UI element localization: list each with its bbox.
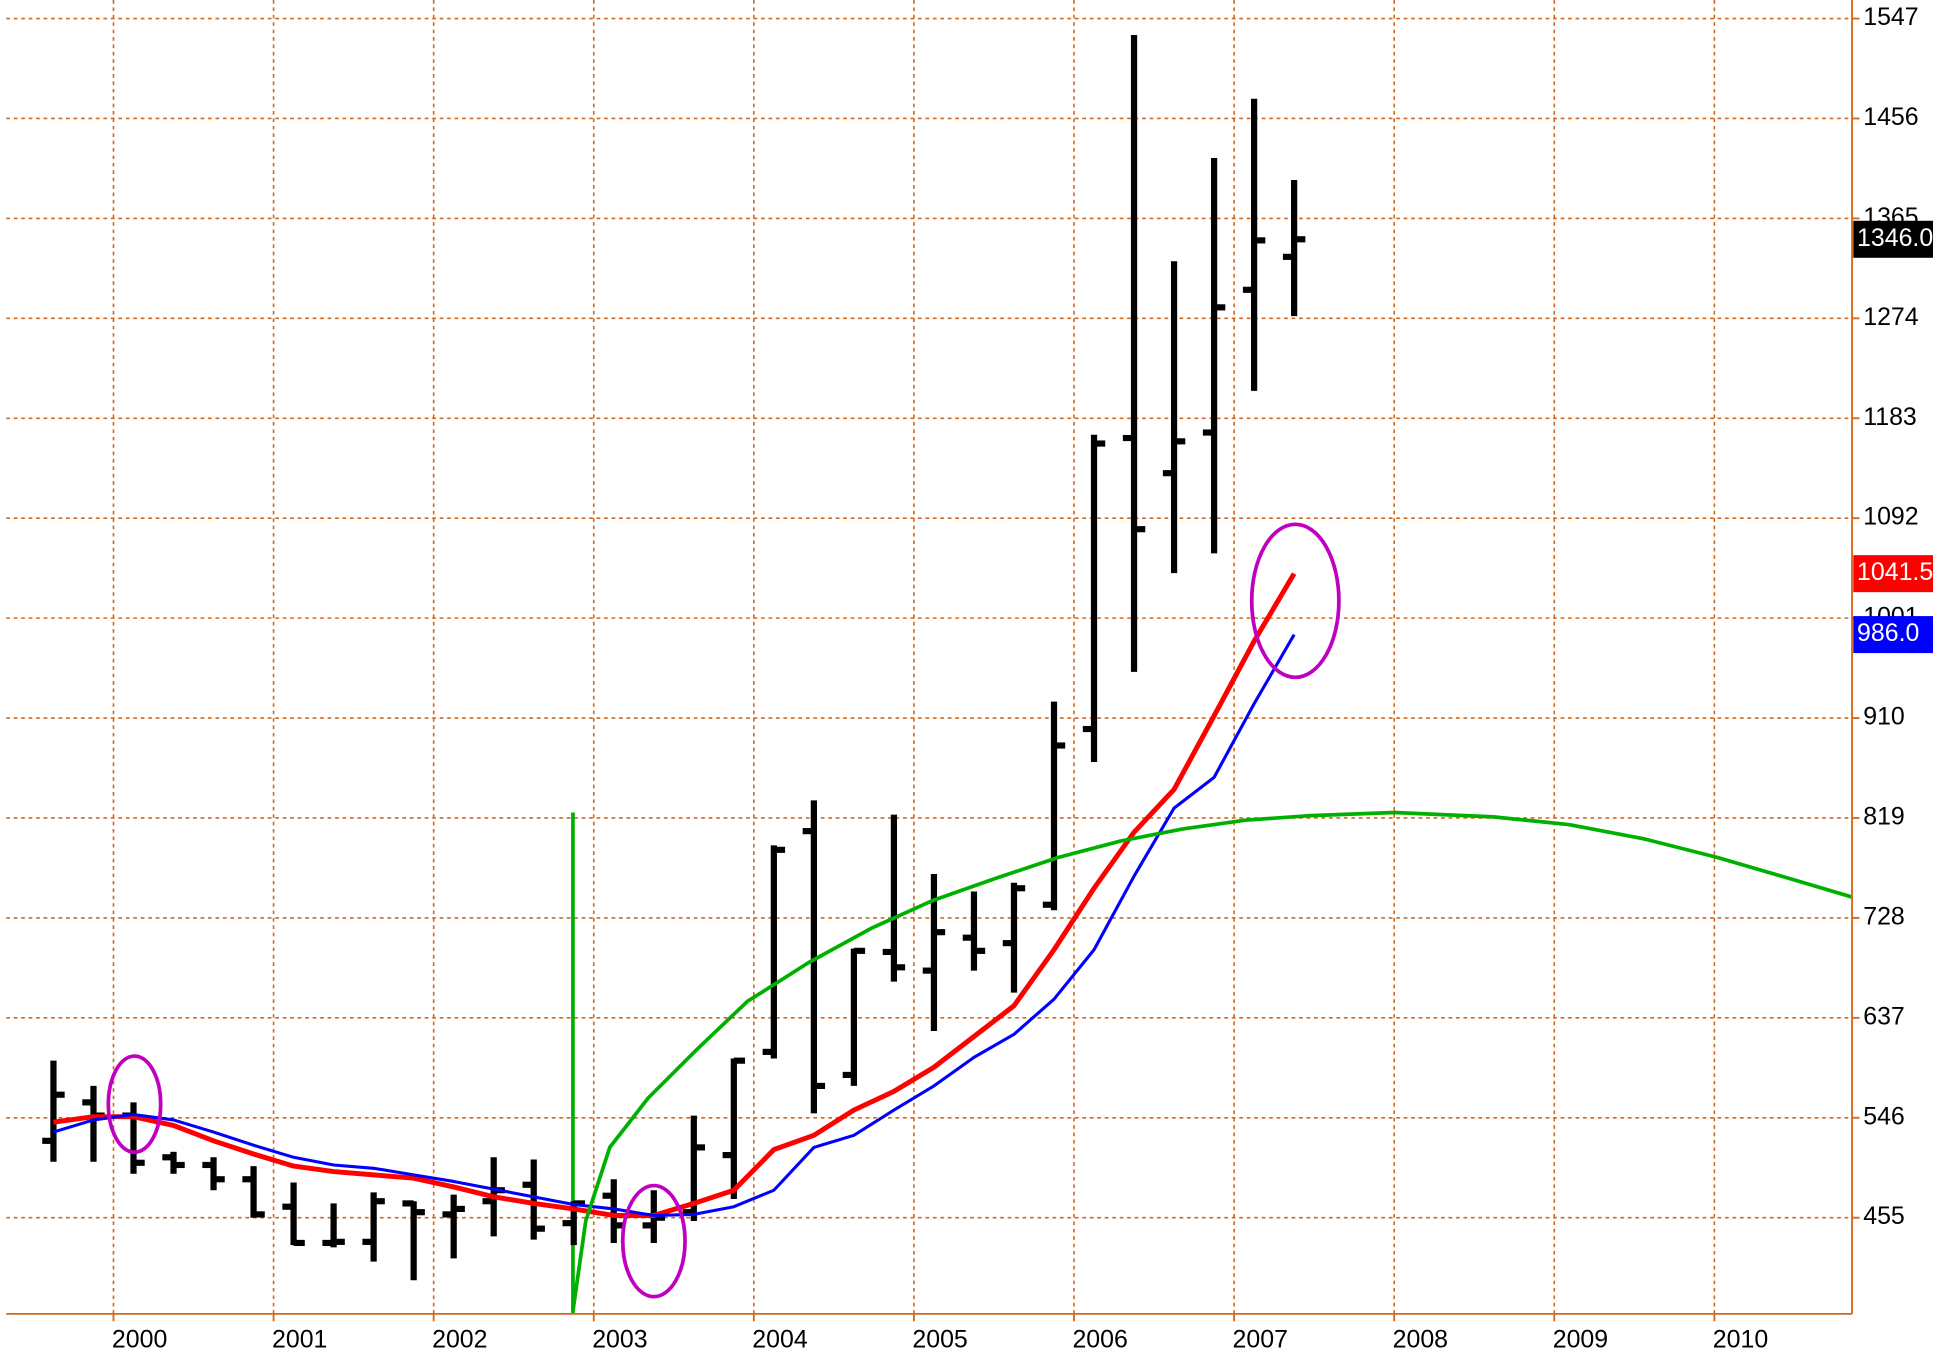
plot <box>42 35 1853 1314</box>
indicator-line <box>52 633 1296 1218</box>
highlight-circle <box>620 1183 687 1299</box>
x-tick-label: 2009 <box>1553 1327 1608 1354</box>
price-badge-label: 986.0 <box>1857 620 1919 647</box>
price-badge <box>1853 555 1933 593</box>
x-tick-label: 2007 <box>1233 1327 1288 1354</box>
y-tick-label: 455 <box>1863 1203 1905 1230</box>
y-tick-label: 1092 <box>1863 504 1918 531</box>
y-tick-label: 637 <box>1863 1003 1905 1030</box>
x-tick-label: 2005 <box>912 1327 967 1354</box>
price-badge <box>1853 220 1933 258</box>
x-tick-label: 2001 <box>272 1327 327 1354</box>
x-tick-label: 2004 <box>752 1327 808 1354</box>
price-badge <box>1853 616 1933 654</box>
price-badge-label: 1041.5 <box>1857 559 1933 586</box>
axes: 4555466377288199101001109211831274136514… <box>112 4 1919 1353</box>
y-tick-label: 1456 <box>1863 104 1918 131</box>
y-tick-label: 819 <box>1863 804 1905 831</box>
y-tick-label: 1547 <box>1863 4 1918 31</box>
indicator-line <box>53 572 1297 1218</box>
y-tick-label: 546 <box>1863 1103 1905 1130</box>
price-badges: 1346.0 1041.5 986.0 <box>1853 220 1933 654</box>
y-tick-label: 1274 <box>1863 304 1919 331</box>
y-tick-label: 910 <box>1863 704 1905 731</box>
highlight-circle <box>106 1054 163 1155</box>
price-badge-label: 1346.0 <box>1857 225 1933 252</box>
x-tick-label: 2006 <box>1072 1327 1127 1354</box>
y-tick-label: 728 <box>1863 904 1905 931</box>
x-tick-label: 2000 <box>112 1327 167 1354</box>
x-tick-label: 2002 <box>432 1327 487 1354</box>
y-tick-label: 1183 <box>1863 404 1917 431</box>
highlight-circle <box>1249 522 1341 680</box>
x-tick-label: 2010 <box>1713 1327 1768 1354</box>
indicator-line <box>571 810 1853 1312</box>
x-tick-label: 2008 <box>1393 1327 1448 1354</box>
grid <box>6 0 1853 1314</box>
x-tick-label: 2003 <box>592 1327 647 1354</box>
